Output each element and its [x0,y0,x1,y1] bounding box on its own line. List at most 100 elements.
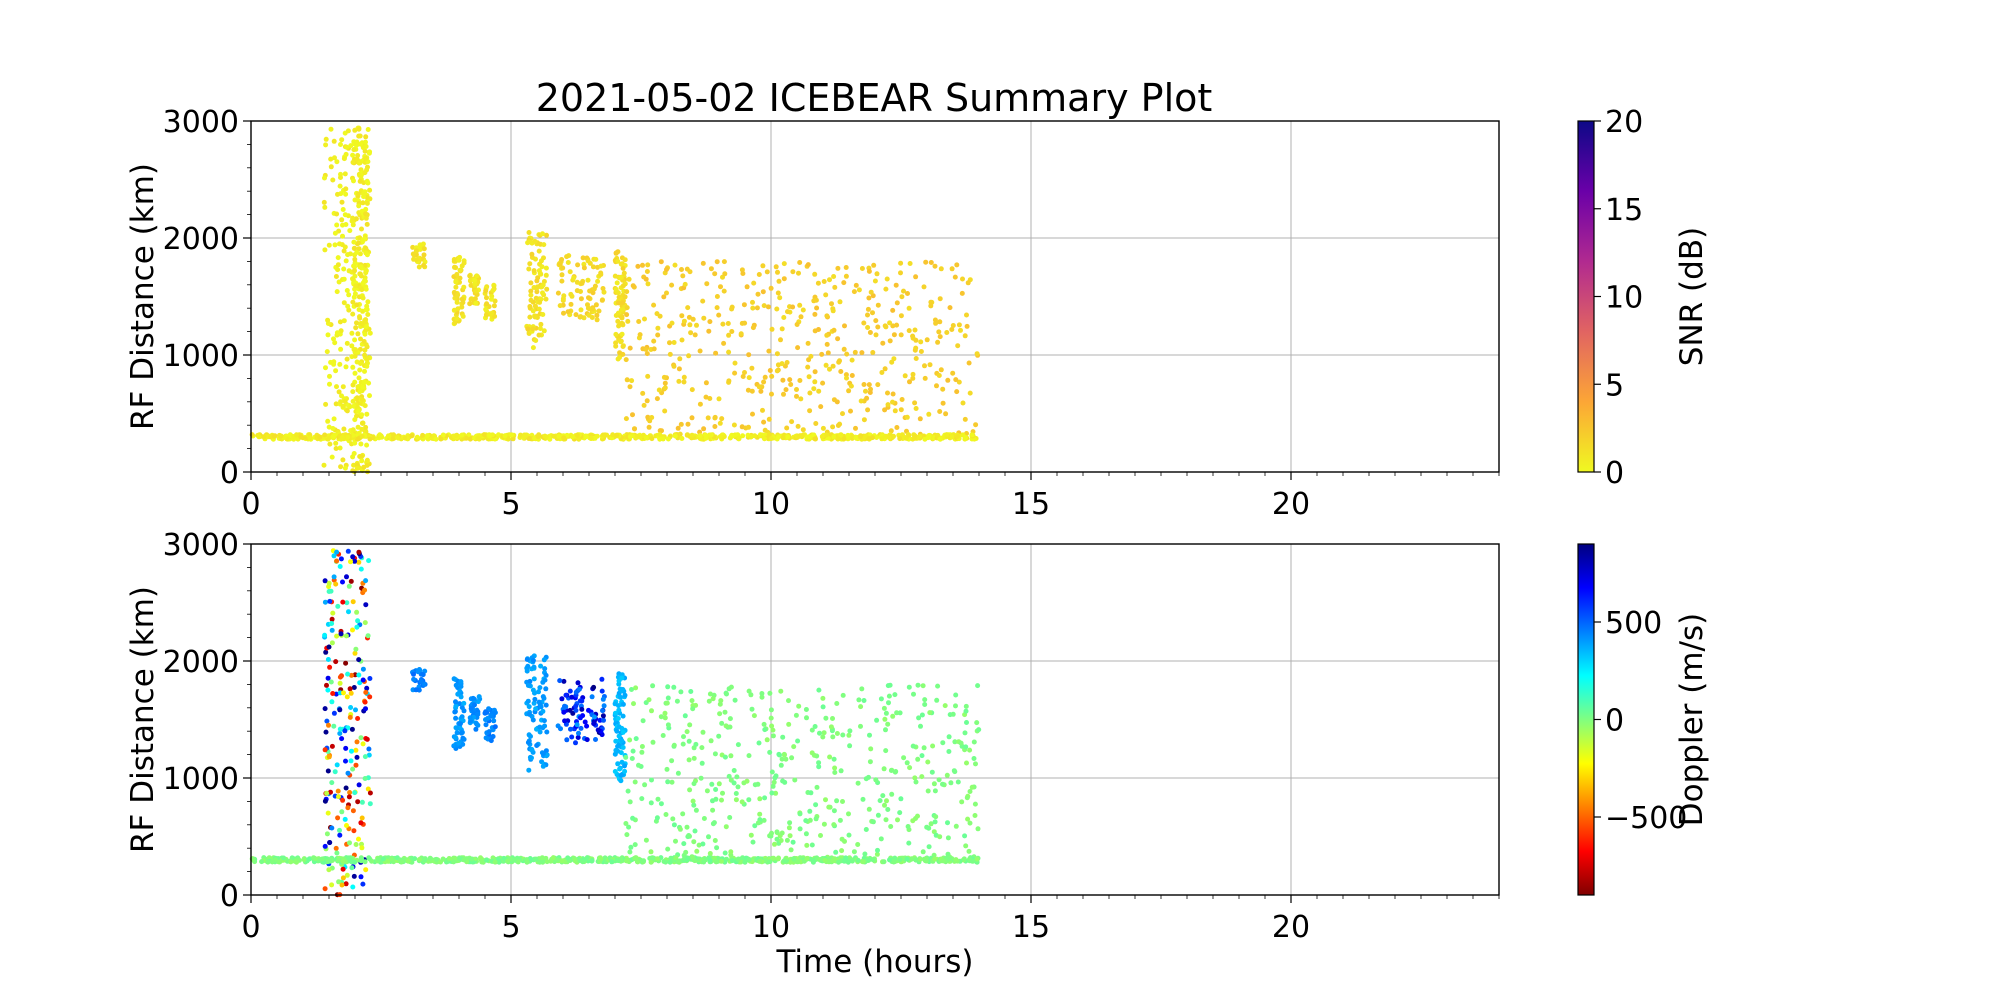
data-point [329,699,335,705]
data-point [630,748,636,754]
data-point [527,678,533,684]
data-point [453,279,459,285]
data-point [766,416,772,422]
x-tick-label: 15 [1012,910,1050,945]
data-point [337,707,343,713]
data-point [665,695,671,701]
data-point [972,813,978,818]
data-point [635,263,641,269]
data-point [691,857,697,863]
data-point [350,364,356,370]
data-point [358,874,364,880]
data-point [325,768,331,774]
data-point [527,314,533,320]
data-point [537,326,543,331]
data-point [673,838,678,844]
data-point [455,691,461,697]
data-point [367,801,373,807]
data-point [505,858,511,864]
data-point [707,851,713,856]
data-point [593,256,599,262]
data-point [828,724,834,730]
data-point [347,714,353,720]
data-point [618,339,624,345]
data-point [662,380,668,386]
data-point [333,446,339,451]
data-point [324,682,329,688]
data-point [615,761,621,767]
data-point [584,737,590,743]
data-point [954,389,960,395]
data-point [708,266,714,272]
data-point [838,369,844,374]
data-point [614,280,620,286]
data-point [956,379,962,385]
data-point [687,269,693,275]
data-point [811,386,817,392]
data-point [972,801,978,807]
data-point [832,770,838,775]
data-point [329,882,335,888]
data-point [963,708,969,714]
data-point [949,327,955,332]
data-point [528,733,533,739]
data-point [665,436,671,442]
data-point [338,142,343,147]
data-point [335,857,341,863]
data-point [892,408,898,414]
data-point [340,403,346,409]
data-point [720,790,725,796]
data-point [333,401,339,407]
data-point [696,842,702,848]
data-point [920,849,926,855]
data-point [778,762,784,768]
data-point [846,388,852,394]
data-point [842,838,847,844]
data-point [357,133,363,139]
data-point [700,298,706,304]
data-point [328,126,334,132]
data-point [815,280,821,286]
data-point [690,316,696,322]
data-point [336,879,342,885]
data-point [356,246,362,252]
data-point [619,675,625,681]
data-point [612,710,618,716]
data-point [577,715,583,721]
data-point [349,672,354,678]
data-point [559,272,565,278]
data-point [319,856,325,862]
data-point [937,409,943,414]
data-point [341,156,347,162]
data-point [887,857,892,863]
data-point [340,866,346,872]
data-point [376,856,382,862]
data-point [726,332,732,338]
data-point [749,365,755,371]
data-point [926,844,932,850]
data-point [557,678,563,684]
data-point [845,859,851,865]
data-point [561,293,567,299]
data-point [615,318,621,324]
data-point [323,729,329,735]
data-point [355,799,361,805]
data-point [458,679,464,685]
data-point [350,299,356,305]
data-point [906,684,912,690]
data-point [740,855,746,861]
data-point [573,689,579,695]
data-point [489,296,494,302]
data-point [533,338,539,343]
data-point [564,254,570,260]
data-point [364,356,370,362]
data-point [322,204,328,210]
data-point [345,671,351,677]
data-point [618,261,624,267]
data-point [326,722,331,728]
data-point [433,856,439,862]
data-point [532,303,538,309]
data-point [731,780,737,786]
data-point [822,857,828,863]
data-point [727,815,733,820]
